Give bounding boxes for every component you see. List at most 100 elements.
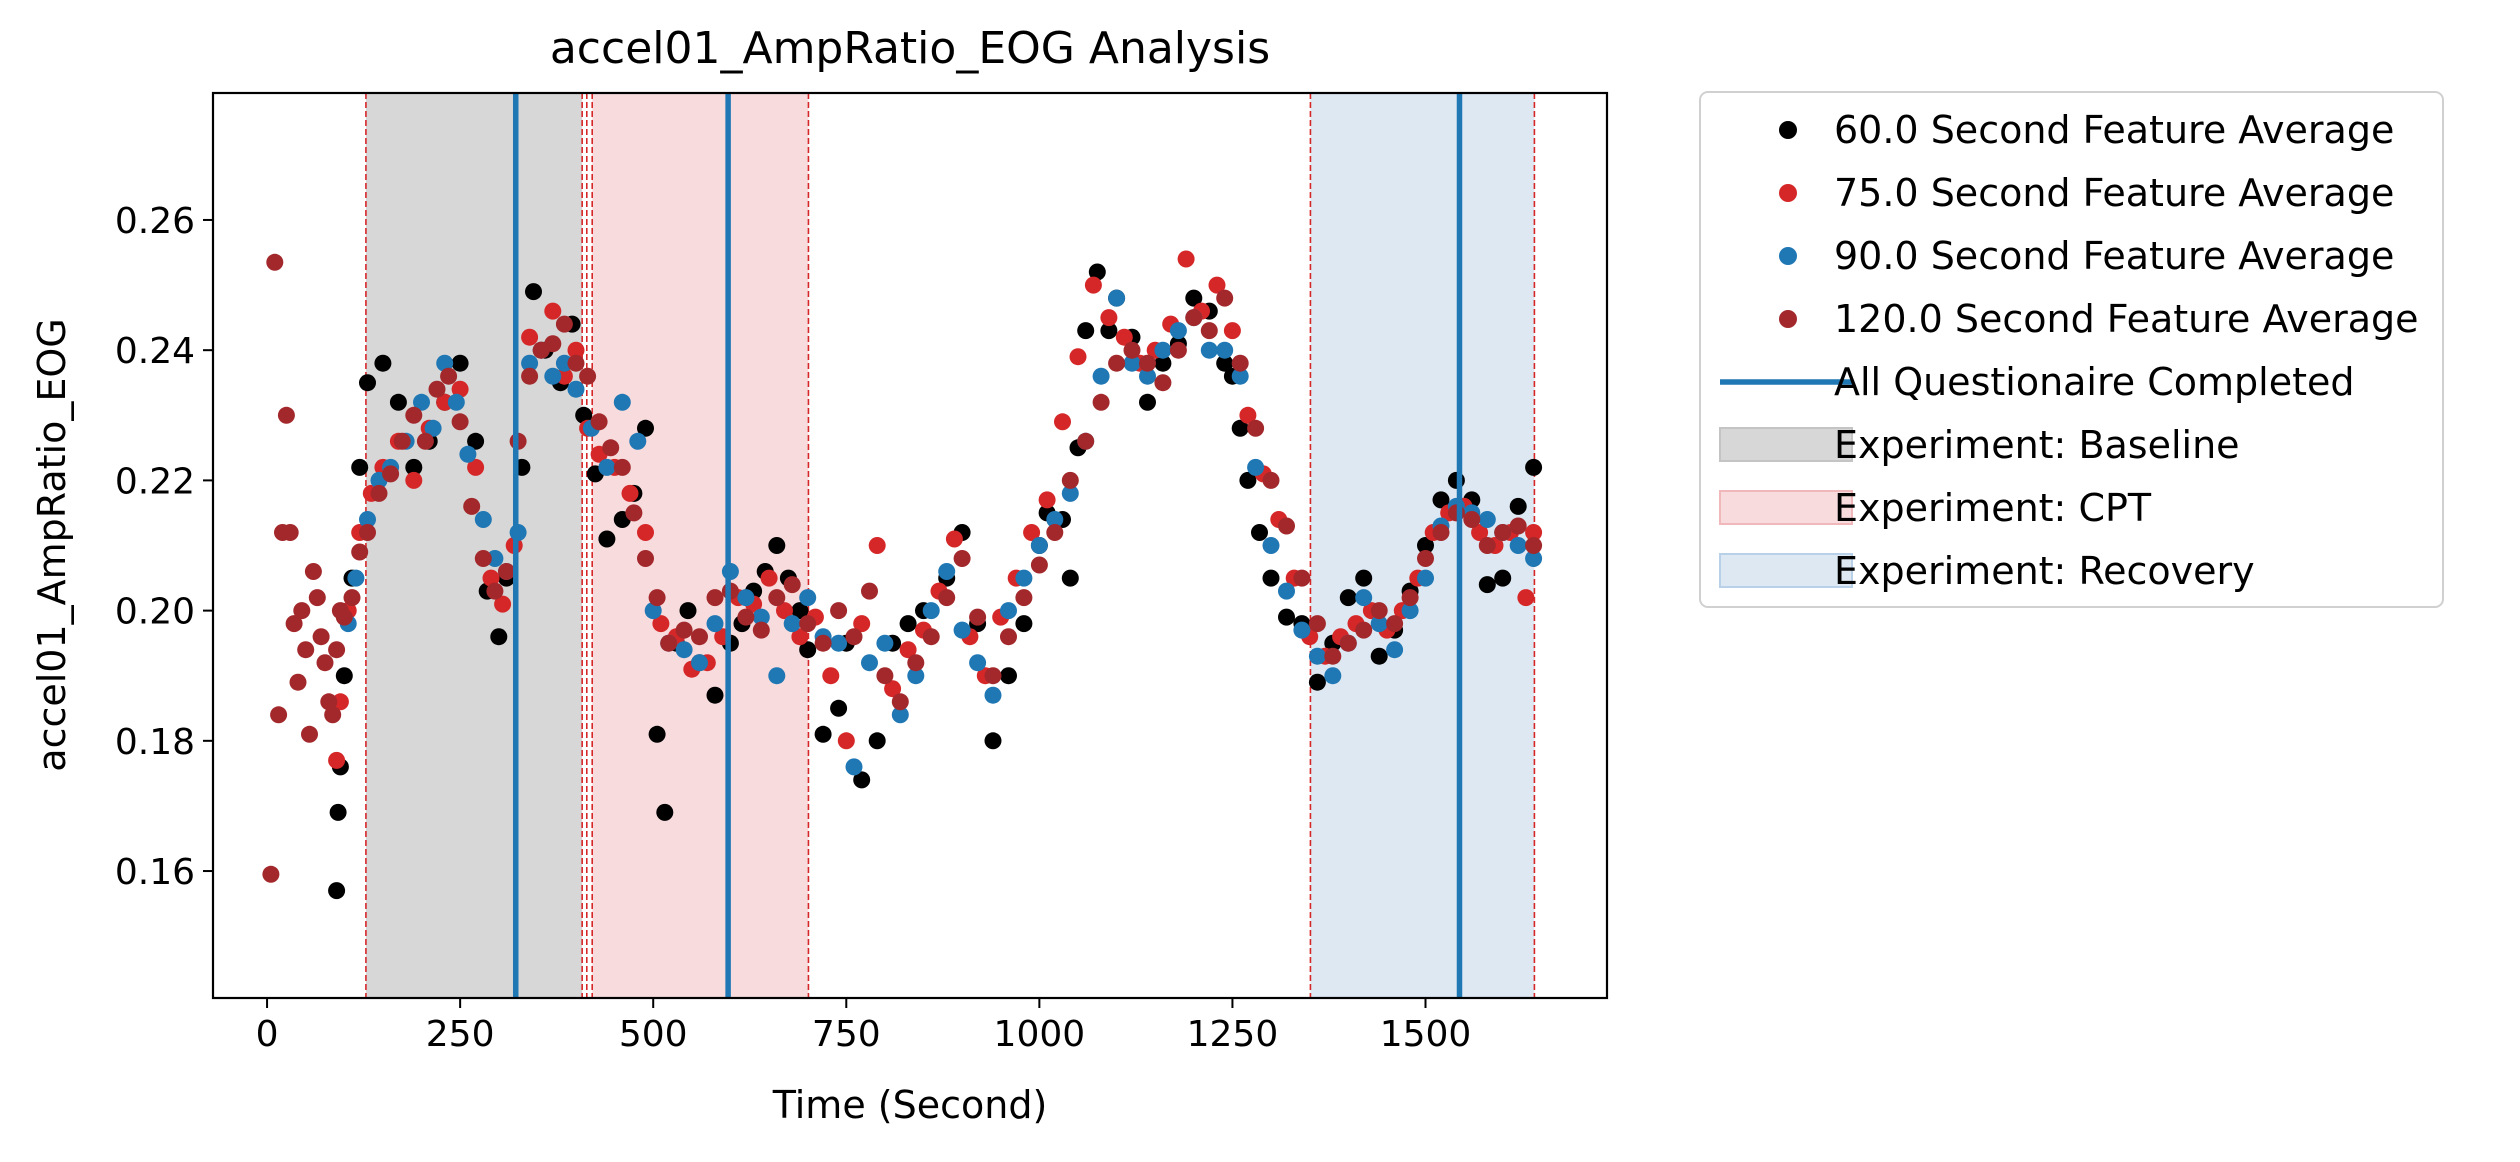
data-point-s3-100: [1463, 511, 1481, 528]
data-point-s3-96: [1401, 589, 1419, 607]
data-point-s2-36: [830, 634, 848, 652]
data-point-s3-8: [293, 602, 311, 620]
data-point-s3-39: [555, 315, 573, 333]
data-point-s3-66: [938, 589, 956, 607]
data-point-s1-17: [544, 302, 562, 320]
data-point-s3-53: [737, 608, 755, 626]
data-point-s3-83: [1200, 322, 1218, 340]
data-point-s3-81: [1169, 341, 1187, 359]
data-point-s1-82: [1525, 524, 1543, 541]
data-point-s0-92: [1509, 497, 1527, 515]
data-point-s2-27: [691, 654, 708, 672]
data-point-s1-37: [837, 732, 855, 750]
data-point-s1-25: [652, 615, 670, 633]
data-point-s1-32: [760, 569, 778, 587]
data-point-s3-47: [648, 589, 666, 607]
data-point-s0-1: [329, 803, 347, 821]
data-point-s3-0: [262, 865, 280, 883]
data-point-s0-91: [1494, 569, 1512, 587]
data-point-s2-51: [1061, 484, 1079, 502]
x-tick-label-1: 250: [426, 1014, 495, 1055]
data-point-s1-24: [637, 524, 654, 541]
data-point-s3-38: [544, 335, 562, 353]
data-point-s3-54: [752, 621, 770, 639]
data-point-s0-63: [1100, 322, 1118, 340]
data-point-s1-50: [1038, 491, 1056, 509]
data-point-s0-0: [328, 882, 346, 900]
data-point-s3-4: [277, 406, 295, 424]
chart-title: accel01_AmpRatio_EOG Analysis: [550, 23, 1270, 74]
data-point-s0-42: [814, 725, 832, 743]
data-point-s2-60: [1200, 341, 1218, 359]
data-point-s1-59: [1177, 250, 1195, 268]
data-point-s3-98: [1432, 524, 1450, 541]
data-points: [262, 250, 1543, 900]
data-point-s1-61: [1208, 276, 1226, 294]
y-tick-label-1: 0.18: [115, 722, 195, 763]
data-point-s3-104: [1525, 537, 1543, 554]
data-point-s2-42: [922, 602, 940, 620]
data-point-s1-55: [1115, 328, 1133, 346]
data-point-s1-44: [945, 530, 963, 548]
data-point-s0-75: [1251, 524, 1268, 541]
data-point-s0-62: [1088, 263, 1106, 281]
data-point-s3-51: [706, 589, 724, 607]
data-point-s1-78: [1471, 524, 1489, 541]
y-tick-label-2: 0.20: [115, 592, 195, 633]
data-point-s3-91: [1324, 647, 1342, 665]
data-point-s2-22: [613, 393, 631, 411]
data-point-s1-51: [1054, 413, 1071, 431]
data-point-s0-77: [1278, 608, 1295, 626]
data-point-s3-29: [440, 367, 458, 385]
data-point-s1-0: [328, 751, 346, 769]
data-point-s0-82: [1355, 569, 1373, 587]
data-point-s0-31: [679, 602, 697, 620]
data-point-s0-73: [1231, 419, 1249, 437]
data-point-s2-56: [1139, 367, 1156, 385]
data-point-s3-84: [1216, 289, 1234, 307]
data-point-s2-30: [737, 589, 755, 607]
x-tick-label-6: 1500: [1380, 1014, 1472, 1055]
data-point-s1-12: [482, 569, 500, 587]
data-point-s3-12: [308, 589, 326, 607]
data-point-s2-37: [845, 758, 863, 776]
data-point-s3-43: [602, 439, 620, 457]
data-point-s2-33: [783, 615, 801, 633]
data-point-s0-83: [1370, 647, 1388, 665]
data-point-s3-77: [1108, 354, 1126, 372]
data-point-s0-74: [1239, 471, 1257, 489]
data-point-s1-36: [822, 667, 840, 685]
data-point-s2-31: [752, 608, 770, 626]
data-point-s3-55: [768, 589, 786, 607]
data-point-s0-22: [575, 406, 593, 424]
plot-frame: [211, 91, 1609, 1000]
y-tick-label-4: 0.24: [115, 331, 195, 372]
data-point-s3-70: [1000, 628, 1017, 646]
data-point-s2-17: [544, 367, 562, 385]
data-point-s2-6: [413, 393, 430, 411]
data-point-s3-33: [486, 582, 504, 600]
legend-marker-5: [1719, 427, 1853, 462]
data-point-s3-71: [1015, 589, 1033, 607]
data-point-s3-46: [637, 550, 654, 567]
legend-marker-6: [1719, 490, 1853, 525]
legend-marker-3: [1779, 310, 1797, 328]
x-axis-ticks: 0 250 500 750 1000 1250 1500: [256, 998, 1472, 1055]
data-point-s2-23: [629, 432, 647, 450]
data-point-s2-21: [598, 458, 616, 476]
data-point-s3-11: [304, 563, 322, 580]
data-point-s1-11: [467, 458, 485, 476]
data-point-s3-87: [1262, 471, 1280, 489]
data-point-s3-32: [474, 550, 492, 567]
data-point-s1-62: [1223, 322, 1241, 340]
data-point-s3-48: [660, 634, 678, 652]
data-point-s3-60: [845, 628, 863, 646]
data-point-s2-38: [861, 654, 878, 672]
y-axis-label: accel01_AmpRatio_EOG: [30, 318, 74, 771]
data-point-s3-6: [285, 615, 303, 633]
data-point-s1-63: [1239, 406, 1257, 424]
data-point-s3-9: [297, 641, 315, 659]
data-point-s3-34: [498, 563, 515, 580]
data-point-s2-19: [567, 380, 585, 398]
data-point-s2-34: [799, 589, 817, 607]
